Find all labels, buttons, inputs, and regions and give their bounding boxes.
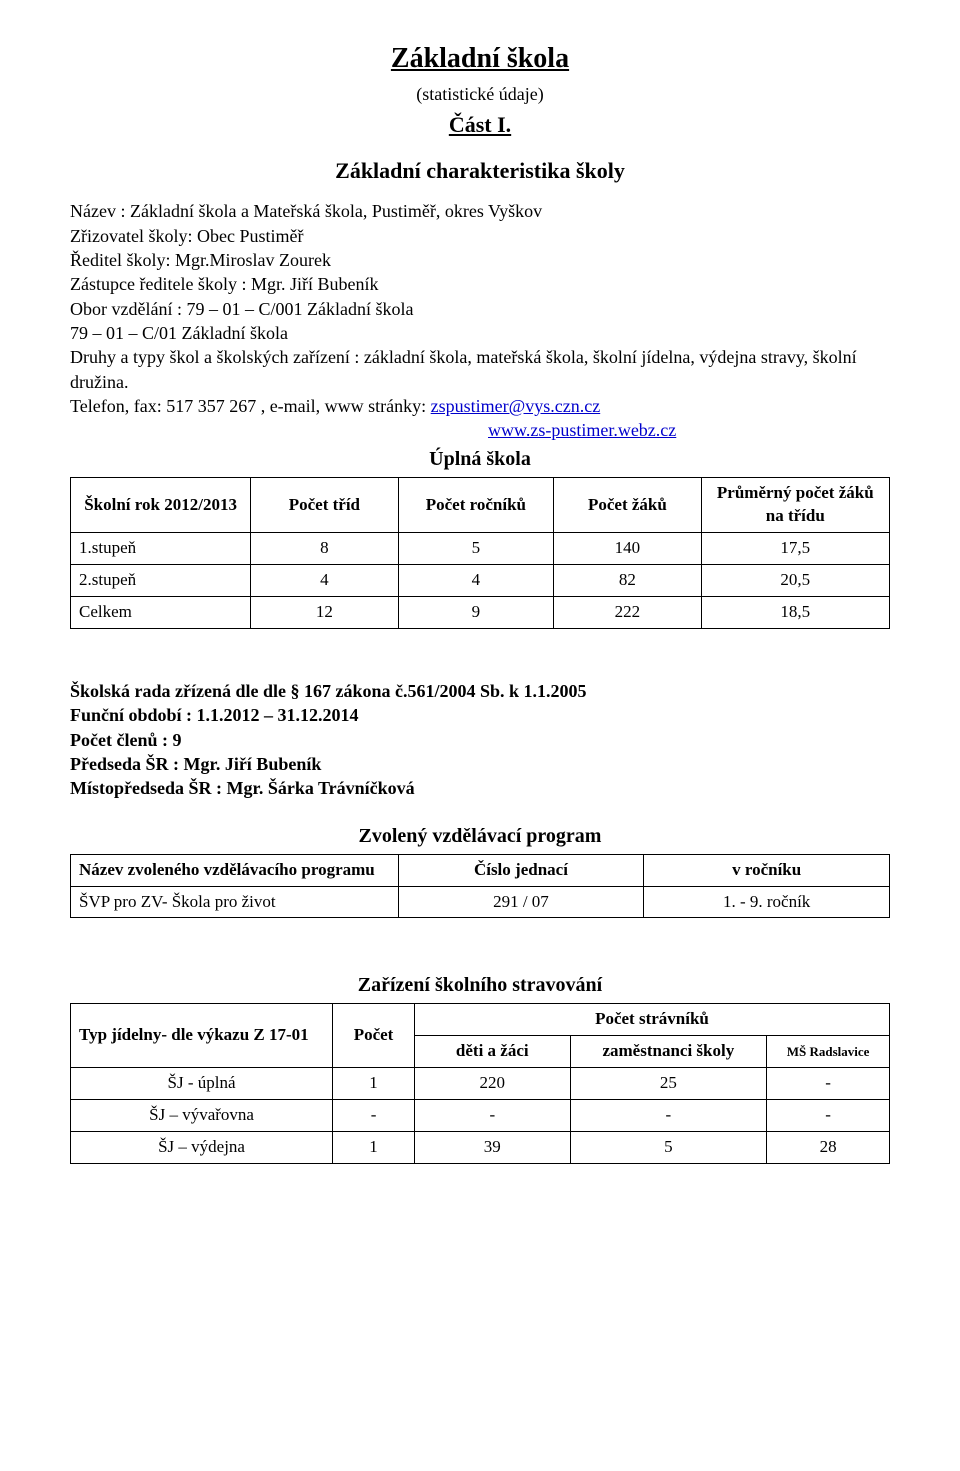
cell: - [333, 1100, 415, 1132]
cell: 1.stupeň [71, 533, 251, 565]
program-title: Zvolený vzdělávací program [70, 823, 890, 850]
cell: Celkem [71, 597, 251, 629]
cell: 4 [251, 565, 398, 597]
school-info: Název : Základní škola a Mateřská škola,… [70, 199, 890, 442]
table-row: ŠJ – výdejna 1 39 5 28 [71, 1132, 890, 1164]
cell: 140 [554, 533, 701, 565]
cell: - [414, 1100, 570, 1132]
col-header: Počet žáků [554, 478, 701, 533]
cell: ŠJ - úplná [71, 1068, 333, 1100]
cell: - [767, 1100, 890, 1132]
cell: 82 [554, 565, 701, 597]
cell: 9 [398, 597, 554, 629]
cell: 291 / 07 [398, 886, 644, 918]
table-header-row: Školní rok 2012/2013 Počet tříd Počet ro… [71, 478, 890, 533]
school-board-block: Školská rada zřízená dle dle § 167 zákon… [70, 679, 890, 800]
table-row: ŠVP pro ZV- Škola pro život 291 / 07 1. … [71, 886, 890, 918]
board-line: Školská rada zřízená dle dle § 167 zákon… [70, 679, 890, 703]
contact-prefix: Telefon, fax: 517 357 267 , e-mail, www … [70, 396, 431, 416]
col-subheader: děti a žáci [414, 1036, 570, 1068]
cell: 20,5 [701, 565, 889, 597]
druhy-typy: Druhy a typy škol a školských zařízení :… [70, 345, 890, 394]
cell: 39 [414, 1132, 570, 1164]
cell: 8 [251, 533, 398, 565]
cell: - [767, 1068, 890, 1100]
cell: 5 [570, 1132, 767, 1164]
col-header: Počet strávníků [414, 1004, 889, 1036]
col-subheader: MŠ Radslavice [767, 1036, 890, 1068]
table-row: 2.stupeň 4 4 82 20,5 [71, 565, 890, 597]
obor-line-2: 79 – 01 – C/01 Základní škola [70, 321, 890, 345]
zrizovatel: Zřizovatel školy: Obec Pustiměř [70, 224, 890, 248]
obor-line-1: Obor vzdělání : 79 – 01 – C/001 Základní… [70, 297, 890, 321]
col-header: Číslo jednací [398, 854, 644, 886]
page-part: Část I. [70, 110, 890, 140]
page-title: Základní škola [70, 40, 890, 78]
page-subtitle: (statistické údaje) [70, 82, 890, 106]
cell: 222 [554, 597, 701, 629]
col-header: Název zvoleného vzdělávacího programu [71, 854, 399, 886]
cell: 18,5 [701, 597, 889, 629]
name-value: Základní škola a Mateřská škola, Pustimě… [130, 201, 542, 221]
cell: 220 [414, 1068, 570, 1100]
name-label: Název : [70, 201, 130, 221]
table-header-row: Typ jídelny- dle výkazu Z 17-01 Počet Po… [71, 1004, 890, 1036]
cell: - [570, 1100, 767, 1132]
cell: ŠJ – vývařovna [71, 1100, 333, 1132]
uplna-skola-table: Školní rok 2012/2013 Počet tříd Počet ro… [70, 477, 890, 629]
table-row: Celkem 12 9 222 18,5 [71, 597, 890, 629]
section-heading: Základní charakteristika školy [70, 156, 890, 186]
cell: 1 [333, 1068, 415, 1100]
cell: 2.stupeň [71, 565, 251, 597]
email-link[interactable]: zspustimer@vys.czn.cz [431, 396, 601, 416]
program-table: Název zvoleného vzdělávacího programu Čí… [70, 854, 890, 919]
table-row: ŠJ – vývařovna - - - - [71, 1100, 890, 1132]
cell: 5 [398, 533, 554, 565]
stravovani-table: Typ jídelny- dle výkazu Z 17-01 Počet Po… [70, 1003, 890, 1164]
uplna-skola-title: Úplná škola [70, 446, 890, 473]
col-subheader: zaměstnanci školy [570, 1036, 767, 1068]
cell: 28 [767, 1132, 890, 1164]
cell: 1 [333, 1132, 415, 1164]
cell: 25 [570, 1068, 767, 1100]
cell: 4 [398, 565, 554, 597]
col-header: Školní rok 2012/2013 [71, 478, 251, 533]
cell: ŠVP pro ZV- Škola pro život [71, 886, 399, 918]
board-line: Předseda ŠR : Mgr. Jiří Bubeník [70, 752, 890, 776]
col-header: Počet ročníků [398, 478, 554, 533]
stravovani-title: Zařízení školního stravování [70, 972, 890, 999]
col-header: Průměrný počet žáků na třídu [701, 478, 889, 533]
table-row: 1.stupeň 8 5 140 17,5 [71, 533, 890, 565]
board-line: Počet členů : 9 [70, 728, 890, 752]
cell: 17,5 [701, 533, 889, 565]
zastupce: Zástupce ředitele školy : Mgr. Jiří Bube… [70, 272, 890, 296]
table-header-row: Název zvoleného vzdělávacího programu Čí… [71, 854, 890, 886]
reditel: Ředitel školy: Mgr.Miroslav Zourek [70, 248, 890, 272]
board-line: Funční období : 1.1.2012 – 31.12.2014 [70, 703, 890, 727]
table-row: ŠJ - úplná 1 220 25 - [71, 1068, 890, 1100]
web-link[interactable]: www.zs-pustimer.webz.cz [488, 420, 676, 440]
col-header: Počet [333, 1004, 415, 1068]
cell: ŠJ – výdejna [71, 1132, 333, 1164]
cell: 12 [251, 597, 398, 629]
board-line: Místopředseda ŠR : Mgr. Šárka Trávníčkov… [70, 776, 890, 800]
col-header: Typ jídelny- dle výkazu Z 17-01 [71, 1004, 333, 1068]
col-header: v ročníku [644, 854, 890, 886]
col-header: Počet tříd [251, 478, 398, 533]
cell: 1. - 9. ročník [644, 886, 890, 918]
